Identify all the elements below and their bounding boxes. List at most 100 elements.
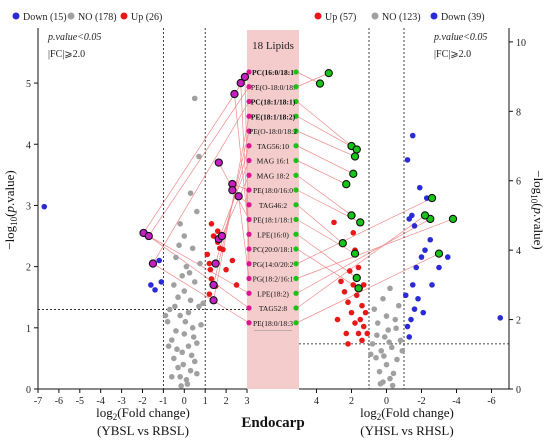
point-no (176, 242, 182, 249)
x-tick-label: -2 (138, 396, 146, 407)
x-tick-label: -4 (97, 396, 105, 407)
point-highlight (209, 296, 218, 305)
lipid-label: PE(18:0/18:3 (253, 319, 293, 328)
lipid-right-dot (293, 157, 299, 164)
lipid-right-dot (293, 202, 299, 208)
point-no (177, 373, 183, 380)
lipid-right-dot (293, 84, 299, 90)
right-note-pvalue: p.value<0.05 (433, 32, 487, 43)
legend-down-label: Down (15) (23, 12, 67, 23)
point-up (353, 292, 360, 299)
left-points (41, 72, 250, 389)
point-highlight (350, 249, 360, 258)
point-no (385, 327, 392, 333)
point-no (168, 337, 175, 343)
point-no (371, 306, 378, 312)
point-no (383, 361, 390, 368)
point-down (158, 279, 165, 285)
point-down (418, 254, 425, 260)
point-no (181, 233, 188, 239)
point-highlight (217, 231, 227, 241)
connector-right (296, 219, 356, 254)
left-note-fc: |FC|⩾2.0 (48, 49, 85, 60)
x-tick-label: -5 (76, 396, 84, 407)
lipid-left-dot (246, 290, 252, 296)
lipid-right-dot (293, 128, 299, 134)
connector-left (148, 86, 250, 237)
point-down (415, 295, 421, 302)
point-up (207, 266, 214, 273)
point-highlight (228, 185, 237, 195)
point-no (186, 269, 193, 276)
lipid-right-dot (293, 172, 299, 178)
point-no (165, 343, 172, 349)
point-up (208, 276, 215, 282)
point-highlight (324, 68, 333, 78)
point-no (182, 318, 189, 325)
lipid-right-dot (293, 290, 299, 296)
point-no (194, 340, 200, 346)
x-tick-label: 2 (349, 396, 354, 407)
point-down (420, 309, 427, 316)
left-legend: Down (15) NO (178) Up (26) (12, 12, 162, 23)
point-no (189, 325, 196, 331)
lipid-left-dot (246, 157, 252, 164)
point-highlight (352, 145, 361, 154)
point-no (187, 297, 194, 304)
point-down (436, 264, 442, 271)
point-no (177, 220, 183, 227)
connector-right (296, 174, 352, 216)
point-up (223, 266, 229, 273)
point-up (357, 316, 364, 323)
x-tick-label: -6 (487, 396, 495, 407)
lipid-right-dot (293, 187, 299, 193)
point-no (173, 254, 179, 261)
point-no (183, 263, 190, 270)
point-no (374, 332, 380, 338)
legend-up-label: Up (26) (131, 12, 162, 23)
lipid-left-dot (246, 113, 252, 119)
point-no (184, 381, 191, 387)
x-tick-label: -3 (117, 396, 125, 407)
point-no (386, 339, 392, 345)
point-no (381, 353, 387, 359)
lipid-label: PE(O-18:0/18: (251, 83, 295, 92)
point-no (185, 309, 192, 316)
lipid-header: 18 Lipids (252, 40, 294, 52)
y-tick-label: 2 (516, 316, 521, 327)
lipid-label: TAG46:2 (259, 201, 287, 210)
connector-right (296, 218, 454, 279)
legend-no-marker (67, 12, 75, 20)
connector-left (221, 175, 250, 237)
point-no (189, 245, 196, 252)
point-no (367, 351, 374, 358)
point-up (331, 219, 337, 226)
lipid-label: PE(18:1/18:2) (251, 112, 296, 121)
point-no (380, 295, 386, 302)
lipid-band (247, 30, 299, 389)
point-highlight (214, 158, 223, 167)
point-no (381, 334, 388, 340)
connector-left (143, 71, 250, 234)
point-no (377, 380, 384, 387)
lipid-left-dot (246, 275, 252, 282)
point-down (408, 316, 414, 323)
point-highlight (448, 214, 458, 224)
y-tick-label: 8 (516, 107, 521, 118)
lipid-right-dot (293, 69, 299, 75)
point-no (171, 282, 177, 288)
lipid-left-dot (246, 84, 252, 90)
x-tick-label: -7 (34, 396, 42, 407)
connector-left (152, 263, 250, 324)
point-no (162, 312, 169, 319)
point-no (194, 208, 200, 215)
point-no (196, 303, 202, 310)
point-no (393, 325, 399, 332)
point-up (362, 309, 369, 316)
point-no (389, 382, 396, 389)
x-tick-label: 1 (203, 396, 208, 407)
connector-left (152, 101, 250, 264)
legend-down-marker-right (430, 12, 438, 20)
lipid-label: PE(18:0/16:0 (253, 186, 293, 195)
legend-up-label-right: Up (57) (325, 12, 356, 23)
